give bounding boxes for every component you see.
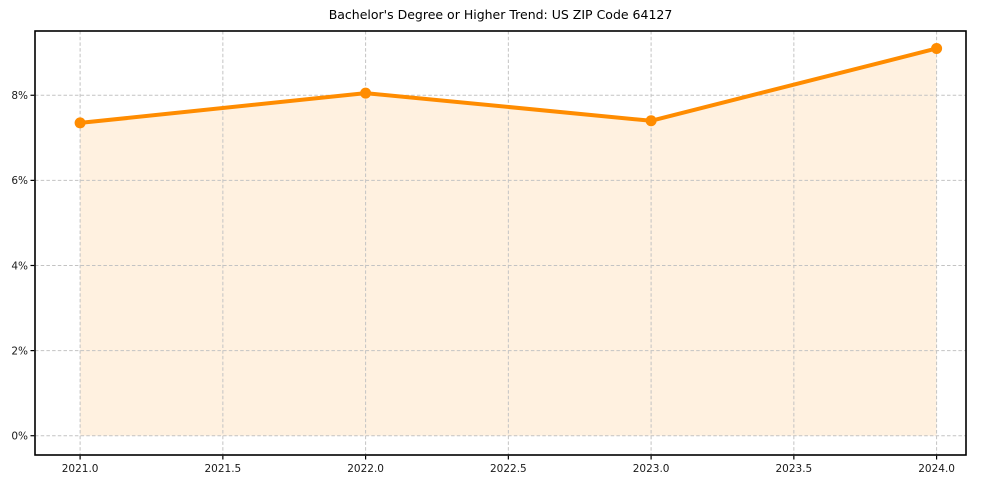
x-tick-label: 2021.0 — [62, 463, 99, 475]
y-axis-tick-labels: 0% 2% 4% 6% 8% — [11, 90, 28, 442]
y-tick-label: 4% — [11, 260, 28, 272]
x-tick-label: 2023.5 — [775, 463, 812, 475]
trend-line — [78, 46, 939, 125]
y-tick-label: 2% — [11, 345, 28, 357]
data-point-markers — [74, 42, 943, 129]
plot-border — [34, 30, 967, 456]
x-tick-label: 2022.0 — [347, 463, 384, 475]
gridlines-layer — [35, 31, 966, 455]
data-point-marker-2021 — [74, 117, 86, 129]
trend-line-layer — [78, 46, 939, 125]
x-tick-label: 2024.0 — [918, 463, 955, 475]
axis-ticks — [30, 94, 938, 460]
y-tick-label: 8% — [11, 90, 28, 102]
chart-title: Bachelor's Degree or Higher Trend: US ZI… — [328, 7, 673, 22]
data-point-marker-2023 — [645, 115, 657, 127]
x-axis-tick-labels: 2021.0 2021.5 2022.0 2022.5 2023.0 2023.5 2024… — [62, 463, 955, 475]
y-tick-label: 0% — [11, 431, 28, 443]
y-tick-label: 6% — [11, 175, 28, 187]
x-tick-label: 2023.0 — [633, 463, 670, 475]
data-point-marker-2022 — [360, 87, 372, 99]
data-point-marker-2024 — [931, 42, 943, 54]
x-tick-label: 2022.5 — [490, 463, 527, 475]
x-tick-label: 2021.5 — [204, 463, 241, 475]
